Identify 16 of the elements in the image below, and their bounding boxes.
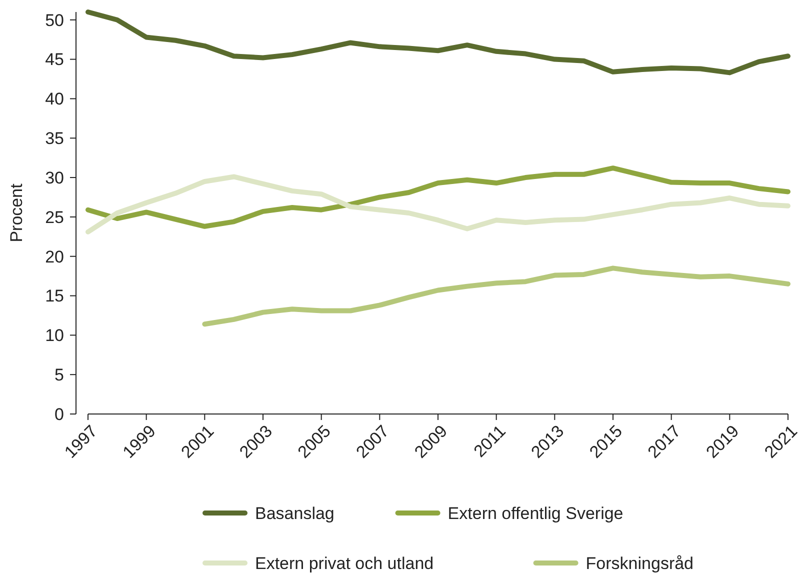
y-tick-label: 45: [45, 50, 64, 70]
y-tick-label: 30: [45, 168, 64, 188]
y-tick-label: 15: [45, 286, 64, 306]
y-axis-title: Procent: [7, 183, 26, 242]
y-tick-label: 20: [45, 247, 64, 266]
y-tick-label: 25: [45, 208, 64, 227]
legend-label: Basanslag: [255, 504, 334, 523]
y-tick-label: 10: [45, 326, 64, 346]
legend-label: Extern privat och utland: [255, 554, 434, 573]
y-tick-label: 40: [45, 90, 64, 109]
y-tick-label: 50: [45, 10, 64, 30]
y-tick-label: 0: [54, 404, 64, 424]
y-tick-label: 35: [45, 129, 64, 148]
y-tick-label: 5: [54, 366, 64, 385]
legend-label: Forskningsråd: [586, 554, 694, 573]
legend-label: Extern offentlig Sverige: [448, 504, 624, 523]
